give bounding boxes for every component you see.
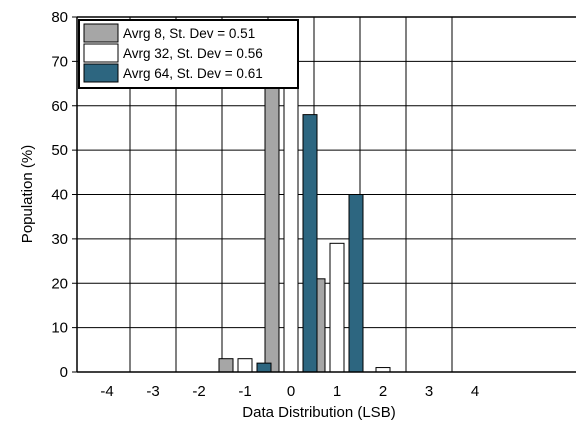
- bar-2: [283, 74, 299, 373]
- y-tick-label: 80: [51, 9, 68, 26]
- legend-swatch: [83, 43, 119, 63]
- x-tick-label: -1: [238, 383, 251, 400]
- x-tick-label: -4: [100, 383, 113, 400]
- x-tick-label: -3: [146, 383, 159, 400]
- legend: Avrg 8, St. Dev = 0.51 Avrg 32, St. Dev =…: [78, 19, 299, 89]
- y-tick-label: 70: [51, 53, 68, 70]
- y-tick-label: 10: [51, 320, 68, 337]
- bar-3: [348, 194, 364, 373]
- x-tick-label: 0: [287, 383, 295, 400]
- bars: [218, 34, 391, 373]
- legend-entry: Avrg 8, St. Dev = 0.51: [123, 26, 255, 41]
- bar-2: [329, 242, 345, 373]
- x-tick-label: 3: [425, 383, 433, 400]
- y-tick-label: 30: [51, 231, 68, 248]
- axes: 0 10 20 30 40 50 60 70 80 -4 -3 -2 -1 0 1 2 3 4: [51, 9, 576, 400]
- x-tick-label: 1: [333, 383, 341, 400]
- legend-entry: Avrg 32, St. Dev = 0.56: [123, 46, 263, 61]
- x-axis-label: Data Distribution (LSB): [242, 404, 395, 421]
- bar-3: [302, 114, 318, 373]
- bar-1: [218, 358, 234, 373]
- legend-swatch: [83, 63, 119, 83]
- x-tick-label: 4: [471, 383, 479, 400]
- y-tick-label: 40: [51, 187, 68, 204]
- x-tick-label: -2: [192, 383, 205, 400]
- y-axis-label: Population (%): [19, 145, 36, 243]
- y-tick-label: 0: [60, 364, 68, 381]
- bar-3: [256, 362, 272, 373]
- legend-entry: Avrg 64, St. Dev = 0.61: [123, 66, 263, 81]
- y-tick-label: 60: [51, 98, 68, 115]
- bar-2: [237, 358, 253, 373]
- y-tick-label: 50: [51, 142, 68, 159]
- legend-swatch: [83, 23, 119, 43]
- y-tick-label: 20: [51, 275, 68, 292]
- x-tick-label: 2: [379, 383, 387, 400]
